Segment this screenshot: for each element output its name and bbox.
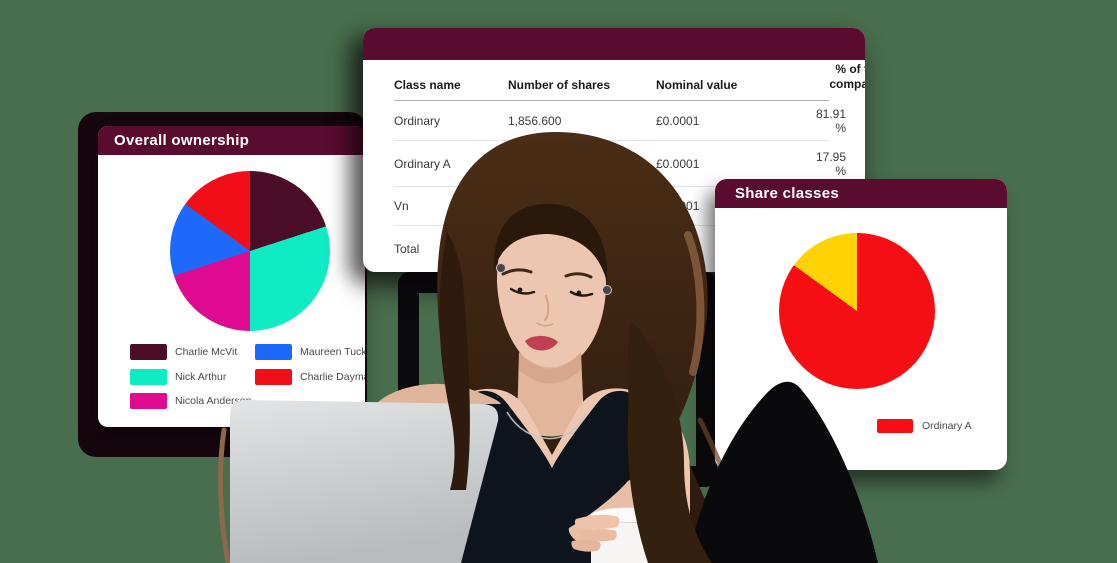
legend-swatch <box>130 393 167 409</box>
cell-pct: 81.91 % <box>816 106 847 135</box>
legend-swatch <box>255 344 292 360</box>
ownership-legend-column-1: Charlie McVit Nick Arthur Nicola Anderso… <box>130 344 252 418</box>
monitor-frame-center <box>398 272 717 487</box>
legend-item: Nicola Anderson <box>130 393 252 409</box>
legend-swatch <box>130 368 167 385</box>
cell-shares: 1,856.600 <box>508 113 562 128</box>
mug <box>591 513 669 563</box>
legend-swatch <box>130 344 167 360</box>
share-classes-title: Share classes <box>735 185 839 202</box>
legend-label: Nick Arthur <box>175 370 227 383</box>
cell-class-name: Total <box>394 242 420 256</box>
column-header-class-name: Class name <box>394 78 461 92</box>
share-classes-pie-chart <box>779 233 935 389</box>
ownership-pie-chart <box>170 171 330 331</box>
cell-pct: 17.95 % <box>816 149 847 178</box>
column-header-nominal-value: Nominal value <box>656 78 738 92</box>
cell-nominal: £0.0001 <box>656 113 700 128</box>
share-classes-header: Share classes <box>715 179 1007 208</box>
mug-shade <box>650 513 669 563</box>
legend-label: Charlie Dayman <box>300 370 365 383</box>
table-card-header-bar <box>363 28 865 60</box>
overall-ownership-card: Overall ownership Charlie McVit Nick Art… <box>98 126 365 427</box>
cell-class-name: Ordinary <box>394 113 441 128</box>
cell-class-name: Ordinary A <box>394 156 451 171</box>
legend-label: Maureen Tucker <box>300 346 365 358</box>
thumb <box>571 539 601 552</box>
legend-swatch <box>877 419 913 433</box>
column-header-pct-of-company: % of the company <box>829 62 865 91</box>
legend-item: Maureen Tucker <box>255 344 365 360</box>
table-row: Ordinary 1,856.600 £0.0001 81.91 % <box>394 100 846 140</box>
finger-1 <box>574 514 620 530</box>
cell-nominal: £0.0001 <box>656 156 700 171</box>
ownership-legend-column-2: Maureen Tucker Charlie Dayman <box>255 344 365 393</box>
overall-ownership-title: Overall ownership <box>114 132 250 149</box>
overall-ownership-header: Overall ownership <box>98 126 365 155</box>
table-header-row: Class name Number of shares Nominal valu… <box>394 60 865 100</box>
legend-item: Charlie McVit <box>130 344 252 360</box>
cell-class-name: Vn <box>394 199 409 213</box>
share-classes-legend: Ordinary A <box>877 419 972 433</box>
legend-item: Nick Arthur <box>130 368 252 385</box>
share-classes-card: Share classes Ordinary A <box>715 179 1007 470</box>
legend-swatch <box>255 368 292 385</box>
legend-label: Charlie McVit <box>175 346 238 358</box>
legend-label: Ordinary A <box>922 420 972 432</box>
legend-item: Charlie Dayman <box>255 368 365 385</box>
column-header-number-of-shares: Number of shares <box>508 78 611 92</box>
legend-label: Nicola Anderson <box>175 395 252 407</box>
mug-rim <box>590 507 670 523</box>
finger-2 <box>579 529 617 542</box>
